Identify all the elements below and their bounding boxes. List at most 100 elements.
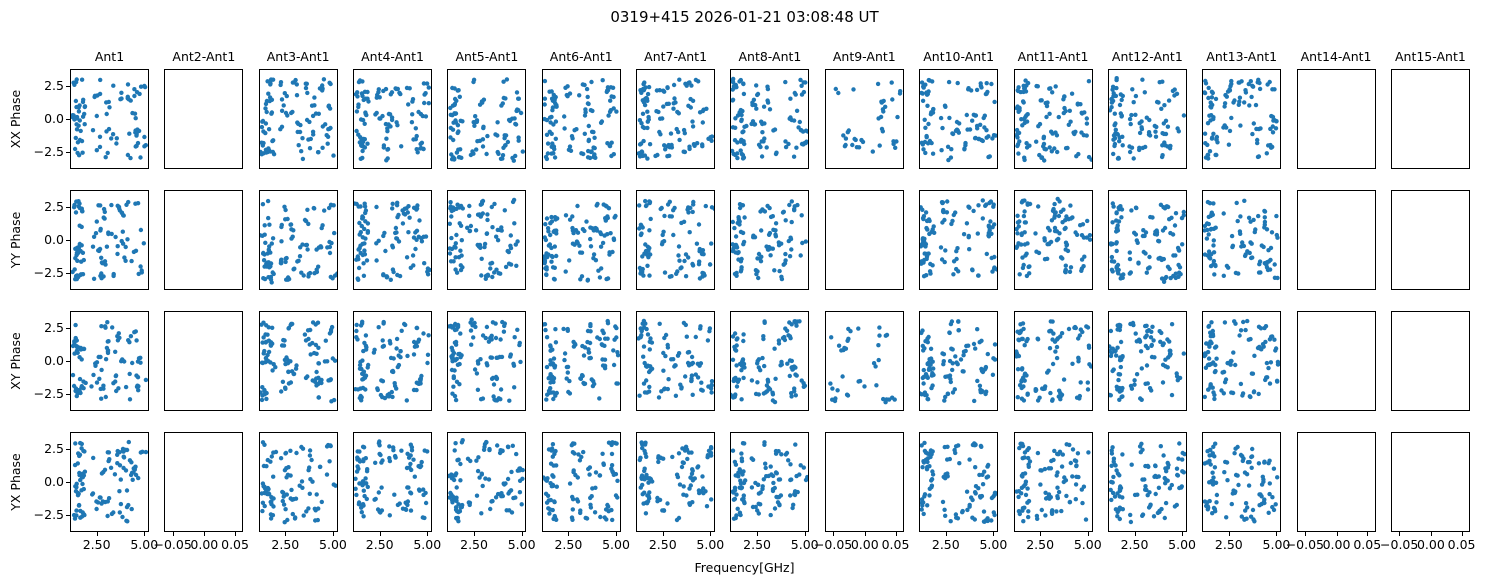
x-tick-mark <box>1305 532 1306 536</box>
x-tick-label: 5.00 <box>1168 537 1196 552</box>
y-tick-mark <box>66 515 70 516</box>
y-tick-mark <box>66 240 70 241</box>
scatter-points <box>637 77 715 161</box>
scatter-points <box>1014 196 1092 279</box>
scatter-points <box>542 440 620 523</box>
y-tick-mark <box>66 119 70 120</box>
y-tick-label: 0.0 <box>44 111 64 126</box>
scatter-points <box>1108 76 1186 161</box>
panel-yy-phase-ant12-ant1 <box>1107 190 1187 290</box>
panel-xy-phase-ant4-ant1 <box>353 311 433 411</box>
scatter-points <box>731 199 809 282</box>
x-tick-label: 2.50 <box>271 537 300 552</box>
y-tick-label: 2.5 <box>44 78 64 94</box>
x-tick-mark <box>204 532 205 536</box>
x-tick-mark <box>1367 532 1368 536</box>
column-header-ant9-ant1: Ant9-Ant1 <box>832 49 896 64</box>
panel-yx-phase-ant2-ant1 <box>164 432 244 532</box>
panel-yy-phase-ant2-ant1 <box>164 190 244 290</box>
panel-yy-phase-ant6-ant1 <box>541 190 621 290</box>
scatter-points <box>637 318 715 400</box>
panel-xx-phase-ant15-ant1 <box>1390 69 1470 169</box>
x-tick-label: −0.05 <box>153 537 192 552</box>
scatter-points <box>731 319 808 405</box>
y-tick-label: 2.5 <box>44 199 64 215</box>
panel-yx-phase-ant3-ant1 <box>258 432 338 532</box>
x-tick-label: 2.50 <box>1214 537 1243 552</box>
scatter-points <box>1014 441 1091 524</box>
x-tick-label: −0.05 <box>1285 537 1324 552</box>
x-tick-label: −0.05 <box>1380 537 1419 552</box>
panel-xx-phase-ant1 <box>70 69 149 169</box>
y-tick-label: 2.5 <box>44 320 64 336</box>
scatter-points <box>71 439 148 524</box>
x-tick-mark <box>1229 532 1230 536</box>
x-tick-mark <box>1088 532 1089 536</box>
scatter-points <box>920 77 998 163</box>
scatter-points <box>827 325 897 405</box>
column-header-ant6-ant1: Ant6-Ant1 <box>549 49 613 64</box>
panel-xy-phase-ant6-ant1 <box>541 311 621 411</box>
y-tick-mark <box>66 86 70 87</box>
scatter-points <box>1203 77 1279 161</box>
panel-xx-phase-ant4-ant1 <box>353 69 433 169</box>
x-tick-mark <box>522 532 523 536</box>
scatter-points <box>259 320 337 404</box>
scatter-points <box>71 320 148 402</box>
panel-xx-phase-ant8-ant1 <box>730 69 810 169</box>
y-tick-label: 0.0 <box>44 232 64 247</box>
x-tick-mark <box>173 532 174 536</box>
panel-yy-phase-ant15-ant1 <box>1390 190 1470 290</box>
panel-yx-phase-ant5-ant1 <box>447 432 527 532</box>
panel-xx-phase-ant13-ant1 <box>1202 69 1282 169</box>
panel-xy-phase-ant9-ant1 <box>824 311 904 411</box>
x-tick-mark <box>757 532 758 536</box>
x-tick-mark <box>1182 532 1183 536</box>
column-header-ant12-ant1: Ant12-Ant1 <box>1111 49 1183 64</box>
scatter-points <box>71 77 148 161</box>
scatter-points <box>354 439 430 521</box>
panel-xx-phase-ant2-ant1 <box>164 69 244 169</box>
x-axis-label: Frequency[GHz] <box>694 560 795 575</box>
x-tick-label: 0.05 <box>881 537 910 552</box>
y-tick-label: −2.5 <box>33 143 64 159</box>
x-tick-label: −0.05 <box>813 537 853 552</box>
panel-xx-phase-ant9-ant1 <box>824 69 904 169</box>
scatter-points <box>71 199 146 282</box>
panel-yy-phase-ant7-ant1 <box>636 190 716 290</box>
scatter-points <box>448 77 526 163</box>
x-tick-label: 5.00 <box>1073 537 1102 552</box>
scatter-points <box>542 201 618 283</box>
panel-xy-phase-ant14-ant1 <box>1296 311 1376 411</box>
row-label-yy-phase: YY Phase <box>8 211 23 269</box>
panel-yy-phase-ant4-ant1 <box>353 190 433 290</box>
x-tick-label: 0.05 <box>1353 537 1382 552</box>
panel-yy-phase-ant10-ant1 <box>919 190 999 290</box>
scatter-points <box>542 318 620 402</box>
scatter-points <box>1203 318 1281 402</box>
x-tick-mark <box>1431 532 1432 536</box>
panel-xx-phase-ant3-ant1 <box>258 69 338 169</box>
scatter-points <box>354 319 431 403</box>
scatter-points <box>1108 201 1186 284</box>
scatter-points <box>448 438 526 524</box>
scatter-points <box>920 198 998 279</box>
column-header-ant2-ant1: Ant2-Ant1 <box>172 49 236 64</box>
x-tick-mark <box>333 532 334 536</box>
x-tick-label: 5.00 <box>319 537 347 552</box>
scatter-points <box>731 76 809 161</box>
x-tick-mark <box>285 532 286 536</box>
scatter-points <box>920 440 998 524</box>
x-tick-mark <box>235 532 236 536</box>
x-tick-mark <box>474 532 475 536</box>
scatter-points <box>833 80 903 154</box>
y-tick-label: 0.0 <box>44 474 64 489</box>
panel-xy-phase-ant2-ant1 <box>164 311 244 411</box>
y-tick-label: −2.5 <box>33 506 64 522</box>
x-tick-label: 0.00 <box>850 537 879 552</box>
x-tick-mark <box>1462 532 1463 536</box>
row-label-xy-phase: XY Phase <box>8 332 23 390</box>
panel-xy-phase-ant15-ant1 <box>1390 311 1470 411</box>
